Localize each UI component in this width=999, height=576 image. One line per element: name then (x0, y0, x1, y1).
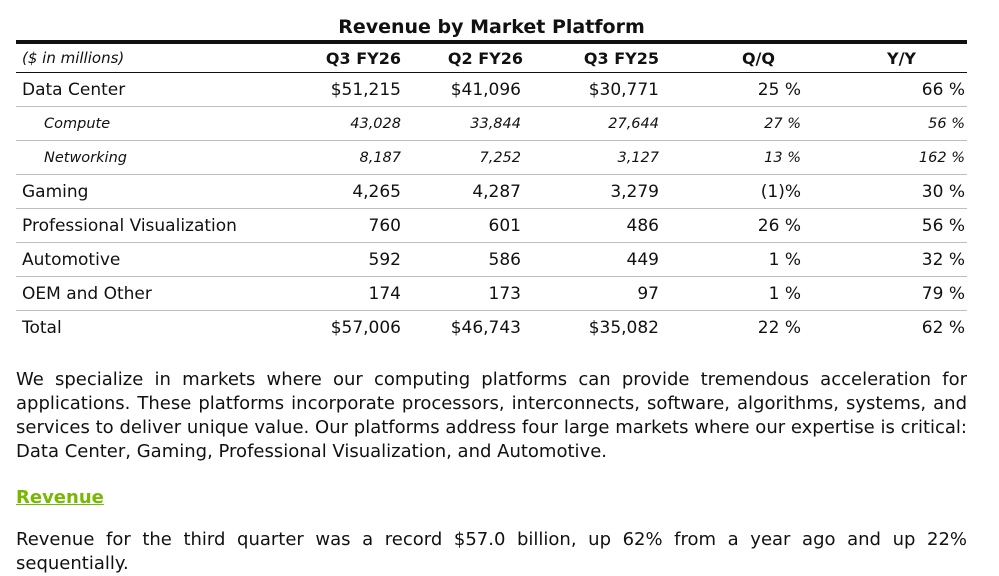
table-cell: 62 % (921, 317, 965, 338)
row-label: Gaming (16, 174, 309, 209)
table-row: Total $57,006 $46,743 $35,082 22 % 62 % (16, 311, 967, 345)
table-cell: 449 (547, 242, 685, 277)
table-cell: 601 (409, 208, 547, 243)
table-cell: 486 (547, 208, 685, 243)
table-cell: 1 % (685, 276, 827, 311)
table-row: Data Center $51,215 $41,096 $30,771 25 % 66 % (16, 72, 967, 107)
table-cell: $41,096 (409, 72, 547, 107)
title-rule (16, 40, 967, 44)
revenue-heading: Revenue (16, 487, 104, 508)
table-cell: $30,771 (547, 72, 685, 107)
table-header-row: ($ in millions) Q3 FY26 Q2 FY26 Q3 FY25 … (16, 44, 967, 73)
revenue-table: ($ in millions) Q3 FY26 Q2 FY26 Q3 FY25 … (16, 44, 967, 344)
table-cell: 586 (409, 242, 547, 277)
table-cell: 79 % (827, 276, 967, 311)
table-cell: 592 (309, 242, 409, 277)
table-cell: 56 % (827, 106, 967, 141)
table-cell: 56 % (827, 208, 967, 243)
row-label: Automotive (16, 242, 309, 277)
row-label: Total (22, 317, 62, 338)
row-label: Professional Visualization (16, 208, 309, 243)
table-cell: (1)% (685, 174, 827, 209)
table-cell: 174 (309, 276, 409, 311)
table-cell: 30 % (827, 174, 967, 209)
table-title: Revenue by Market Platform (338, 16, 645, 38)
table-cell: 43,028 (309, 106, 409, 141)
table-row: Gaming 4,265 4,287 3,279 (1)% 30 % (16, 174, 967, 209)
unit-label: ($ in millions) (16, 44, 309, 73)
table-cell: 32 % (827, 242, 967, 277)
column-header: Y/Y (827, 44, 967, 73)
table-cell: 25 % (685, 72, 827, 107)
table-cell: 26 % (685, 208, 827, 243)
table-cell: 162 % (827, 140, 967, 175)
column-header: Q/Q (685, 44, 827, 73)
table-cell: $46,743 (450, 317, 521, 338)
table-cell: 8,187 (309, 140, 409, 175)
table-cell: $51,215 (309, 72, 409, 107)
table-row: Compute 43,028 33,844 27,644 27 % 56 % (16, 106, 967, 141)
table-row: Professional Visualization 760 601 486 26 % 5… (16, 208, 967, 243)
table-row: Automotive 592 586 449 1 % 32 % (16, 242, 967, 277)
table-cell: 173 (409, 276, 547, 311)
table-cell: 1 % (685, 242, 827, 277)
table-row: Networking 8,187 7,252 3,127 13 % 162 % (16, 140, 967, 175)
table-row: OEM and Other 174 173 97 1 % 79 % (16, 276, 967, 311)
intro-paragraph: We specialize in markets where our compu… (16, 369, 967, 462)
column-header: Q2 FY26 (409, 44, 547, 73)
revenue-paragraph: Revenue for the third quarter was a reco… (16, 529, 967, 574)
column-header: Q3 FY26 (309, 44, 409, 73)
table-cell: 33,844 (409, 106, 547, 141)
table-cell: 27 % (685, 106, 827, 141)
table-cell: 27,644 (547, 106, 685, 141)
row-label: OEM and Other (16, 276, 309, 311)
table-cell: 4,287 (409, 174, 547, 209)
table-cell: 7,252 (409, 140, 547, 175)
table-cell: 22 % (757, 317, 801, 338)
table-cell: 66 % (827, 72, 967, 107)
row-label: Data Center (16, 72, 309, 107)
table-cell: 13 % (685, 140, 827, 175)
table-cell: 760 (309, 208, 409, 243)
row-label: Networking (16, 140, 309, 175)
table-cell: 3,279 (547, 174, 685, 209)
table-cell: 97 (547, 276, 685, 311)
table-cell: 3,127 (547, 140, 685, 175)
table-cell: 4,265 (309, 174, 409, 209)
column-header: Q3 FY25 (547, 44, 685, 73)
table-cell: $35,082 (588, 317, 659, 338)
table-cell: $57,006 (330, 317, 401, 338)
row-label: Compute (16, 106, 309, 141)
table-body: Data Center $51,215 $41,096 $30,771 25 % 66 %… (16, 72, 967, 345)
